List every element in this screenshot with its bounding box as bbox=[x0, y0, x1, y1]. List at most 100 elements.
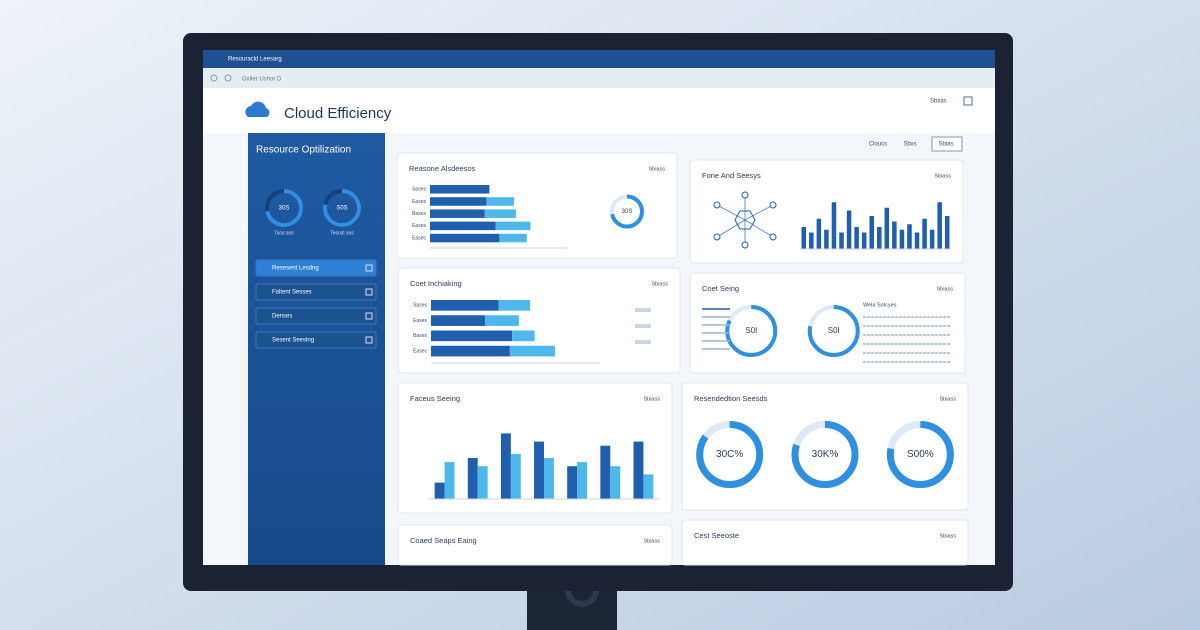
bar bbox=[907, 224, 912, 249]
header-button[interactable]: Cloucs bbox=[869, 142, 887, 148]
bar bbox=[801, 227, 807, 249]
sidebar-title: Resource Optilization bbox=[256, 145, 351, 156]
panel-tag[interactable]: Sbiass bbox=[934, 173, 951, 179]
donut-label: S0S bbox=[336, 206, 347, 212]
content: Cloucs Sbxs Sbias 30S Tsos sos S0S Tesost sos R… bbox=[255, 136, 969, 566]
bar bbox=[600, 445, 611, 499]
menu-item[interactable] bbox=[255, 307, 377, 325]
bar-segment bbox=[486, 197, 515, 206]
panel-tag[interactable]: Sbiass bbox=[936, 286, 953, 292]
bar bbox=[510, 453, 521, 499]
gauge-caption: Tsos sos bbox=[274, 230, 294, 236]
menu-label[interactable]: Faltent Sesses bbox=[272, 290, 312, 296]
menu-icon bbox=[365, 264, 373, 272]
side-chip bbox=[635, 324, 651, 328]
row-label: Eases bbox=[412, 223, 426, 229]
nav-icon[interactable] bbox=[210, 74, 218, 82]
bar bbox=[914, 232, 920, 249]
monitor-stand bbox=[527, 585, 617, 630]
panel-title: Reasone Alsdeesos bbox=[409, 164, 476, 173]
side-chip bbox=[635, 340, 651, 344]
donut-label: S0I bbox=[745, 326, 757, 335]
header-button[interactable]: Sbxs bbox=[903, 142, 916, 148]
menu-item[interactable] bbox=[255, 331, 377, 349]
donut-arc bbox=[265, 189, 303, 227]
panel-tag[interactable]: Sbiass bbox=[651, 281, 668, 287]
menu-label[interactable]: Sesent Seesing bbox=[272, 338, 314, 344]
bar-segment bbox=[512, 330, 535, 342]
bar bbox=[839, 232, 844, 249]
network-edge bbox=[716, 219, 746, 238]
icon-button[interactable] bbox=[963, 96, 973, 106]
bar-segment bbox=[509, 345, 555, 357]
bar bbox=[816, 218, 822, 249]
panel-title: Fone And Seesys bbox=[702, 171, 761, 180]
panel-tag[interactable]: Sbiass bbox=[643, 538, 660, 544]
bar-segment bbox=[430, 221, 496, 231]
bar-segment bbox=[485, 315, 519, 326]
bar bbox=[884, 207, 890, 249]
network-edge bbox=[744, 204, 774, 221]
bar bbox=[434, 482, 445, 499]
bar-segment bbox=[495, 221, 531, 231]
sidebar bbox=[248, 133, 385, 565]
bar-segment bbox=[431, 315, 486, 326]
bar bbox=[899, 229, 905, 249]
menu-icon bbox=[365, 288, 373, 296]
row-label: Eases bbox=[412, 199, 426, 205]
menu-item[interactable] bbox=[255, 259, 377, 277]
bar bbox=[929, 229, 935, 249]
bar bbox=[922, 218, 927, 249]
panel bbox=[396, 152, 678, 259]
donut-label: 30S bbox=[622, 209, 633, 215]
bar bbox=[577, 462, 588, 499]
menu-item[interactable] bbox=[255, 283, 377, 301]
nav-icon[interactable] bbox=[224, 74, 232, 82]
donut-label: S00% bbox=[907, 449, 934, 460]
cloud-icon bbox=[245, 101, 270, 117]
panel bbox=[397, 524, 673, 566]
panel-tag[interactable]: Sbiass bbox=[939, 396, 956, 402]
donut-arc bbox=[791, 421, 859, 488]
button-frame[interactable] bbox=[931, 136, 963, 152]
donut-label: S0I bbox=[828, 326, 840, 335]
bar-segment bbox=[431, 330, 513, 342]
menu-icon bbox=[365, 312, 373, 320]
bar bbox=[869, 216, 874, 249]
network-hub bbox=[734, 210, 756, 230]
list-title: Wela Sotcyes bbox=[863, 302, 897, 308]
bar bbox=[877, 227, 882, 249]
panel-title: Faceus Seeing bbox=[410, 394, 460, 403]
panel-title: Cest Seeoste bbox=[694, 531, 739, 540]
bar bbox=[567, 466, 578, 499]
bar bbox=[500, 433, 511, 499]
bar-segment bbox=[430, 209, 485, 218]
panel-title: Resendedtion Seesds bbox=[694, 394, 768, 403]
menu-label[interactable]: Resesent Lesdng bbox=[272, 266, 319, 272]
panel-title: Coet Seing bbox=[702, 284, 739, 293]
donut-arc bbox=[725, 305, 778, 357]
bar-segment bbox=[431, 300, 499, 311]
menu-label[interactable]: Denses bbox=[272, 314, 292, 320]
header-title: Cloud Efficiency bbox=[284, 105, 392, 122]
bar bbox=[831, 202, 837, 249]
panel-tag[interactable]: Sbiass bbox=[643, 396, 660, 402]
donut-arc bbox=[886, 421, 954, 488]
bar bbox=[809, 232, 814, 249]
bar bbox=[467, 458, 478, 499]
panel bbox=[689, 272, 966, 374]
donut-arc bbox=[323, 189, 361, 227]
header-button[interactable]: Sbias bbox=[938, 142, 953, 148]
bar bbox=[861, 232, 867, 249]
address: Gxller Ushor D bbox=[242, 77, 282, 83]
bar-segment bbox=[431, 345, 510, 357]
panel-tag[interactable]: Sbiass bbox=[648, 166, 665, 172]
panel-tag[interactable]: Sbiass bbox=[939, 533, 956, 539]
header bbox=[203, 88, 995, 133]
title-bar bbox=[203, 50, 995, 68]
network-node bbox=[769, 201, 777, 209]
donut-arc bbox=[696, 421, 764, 488]
menu-icon bbox=[365, 336, 373, 344]
bar bbox=[633, 441, 644, 499]
